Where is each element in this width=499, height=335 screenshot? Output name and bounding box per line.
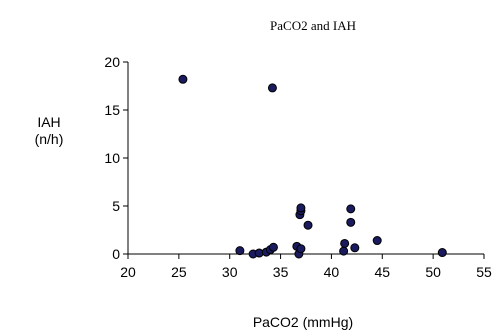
y-tick-label: 5 (112, 198, 120, 214)
data-point (372, 236, 382, 246)
data-point (339, 246, 349, 256)
y-axis-label: IAH (n/h) (35, 114, 64, 147)
y-tick-label: 10 (104, 150, 120, 166)
y-axis-ticks: 0 5 10 15 20 (104, 54, 128, 262)
y-tick-label: 20 (104, 54, 120, 70)
x-tick-label: 30 (222, 264, 238, 280)
data-point (340, 238, 350, 248)
x-axis-label: PaCO2 (mmHg) (253, 314, 353, 330)
chart-title: PaCO2 and IAH (270, 18, 356, 33)
y-tick-label: 15 (104, 102, 120, 118)
x-tick-label: 40 (324, 264, 340, 280)
data-point (235, 246, 245, 256)
data-point (267, 83, 277, 93)
data-point (350, 243, 360, 253)
data-points (178, 74, 447, 259)
data-point (346, 204, 356, 214)
y-axis-label-line-2: (n/h) (35, 131, 64, 147)
x-tick-label: 20 (120, 264, 136, 280)
x-tick-label: 45 (374, 264, 390, 280)
data-point (346, 217, 356, 227)
x-axis-ticks: 20 25 30 35 40 45 50 55 (120, 254, 492, 280)
y-tick-label: 0 (112, 246, 120, 262)
x-tick-label: 50 (425, 264, 441, 280)
data-point (178, 74, 188, 84)
x-tick-label: 25 (171, 264, 187, 280)
x-tick-label: 35 (273, 264, 289, 280)
data-point (296, 203, 306, 213)
y-axis-label-line-1: IAH (37, 114, 60, 130)
x-tick-label: 55 (476, 264, 492, 280)
data-point (296, 244, 306, 254)
data-point (268, 242, 278, 252)
data-point (437, 248, 447, 258)
data-point (303, 220, 313, 230)
